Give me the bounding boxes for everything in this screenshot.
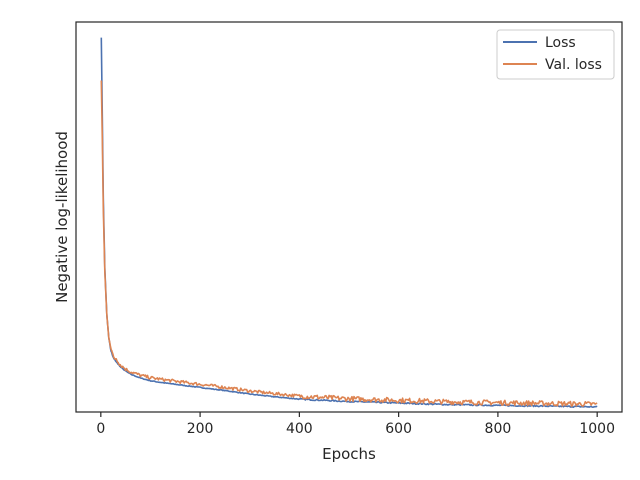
plot-area <box>75 21 623 413</box>
x-tick-label: 600 <box>385 421 412 437</box>
x-tick-label: 800 <box>485 421 512 437</box>
x-tick-label: 1000 <box>579 421 615 437</box>
series-line-loss <box>100 37 598 409</box>
legend-label-val-loss: Val. loss <box>545 57 602 73</box>
legend: Loss Val. loss <box>496 29 615 80</box>
x-tick-label: 0 <box>96 421 105 437</box>
legend-label-loss: Loss <box>545 35 576 51</box>
y-axis-label: Negative log-likelihood <box>53 131 71 303</box>
x-ticks: 0 200 400 600 800 1000 <box>96 412 615 437</box>
x-tick-label: 200 <box>187 421 214 437</box>
series-layer <box>100 37 598 409</box>
series-line-val-loss <box>100 80 598 407</box>
x-axis-label: Epochs <box>322 445 376 463</box>
x-tick-label: 400 <box>286 421 313 437</box>
